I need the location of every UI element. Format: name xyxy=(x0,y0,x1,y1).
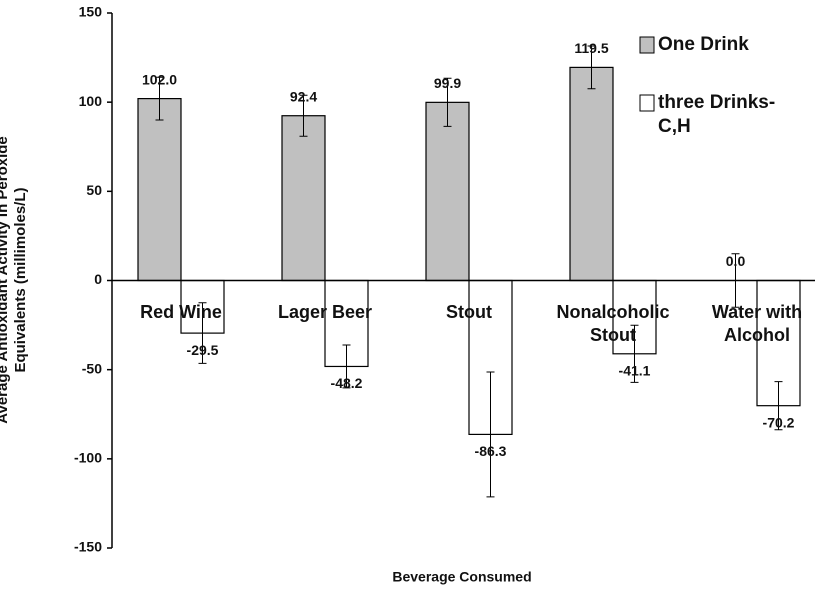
x-tick-label-box: Lager Beer xyxy=(277,301,373,322)
error-bar xyxy=(630,324,639,383)
error-bar xyxy=(774,381,783,431)
y-axis-title: Average Antioxidant Activity in Peroxide… xyxy=(0,136,29,424)
value-label: -70.2 xyxy=(763,414,795,430)
value-label: -48.2 xyxy=(331,375,363,391)
legend-label-box: One Drink xyxy=(658,34,749,55)
x-tick-label-box: Stout xyxy=(446,301,492,322)
error-bar xyxy=(486,371,495,498)
legend-swatch xyxy=(639,94,655,112)
x-axis-title: Beverage Consumed xyxy=(392,569,531,585)
error-bar xyxy=(198,302,207,364)
legend-label: three Drinks-C,H xyxy=(658,92,776,137)
y-tick-label: 150 xyxy=(79,4,103,20)
value-label: 99.9 xyxy=(434,75,461,91)
y-tick-label: 50 xyxy=(86,182,102,198)
error-bar xyxy=(299,94,308,137)
value-label: -41.1 xyxy=(619,362,651,378)
value-label: 102.0 xyxy=(142,71,177,87)
bar xyxy=(137,97,182,282)
x-tick-label: Stout xyxy=(446,301,492,322)
bar xyxy=(425,101,470,282)
x-tick-label-box: Water with Alcohol xyxy=(711,301,803,345)
x-tick-label: Nonalcoholic Stout xyxy=(556,301,670,345)
value-label: -29.5 xyxy=(187,342,219,358)
error-bar xyxy=(443,77,452,127)
y-tick-label: 0 xyxy=(94,271,102,287)
value-label: 0.0 xyxy=(726,253,746,269)
x-tick-label: Red Wine xyxy=(140,301,222,322)
x-tick-label-box: Nonalcoholic Stout xyxy=(556,301,670,345)
bar xyxy=(281,115,326,282)
y-tick-label: -50 xyxy=(82,360,102,376)
bar xyxy=(569,66,614,282)
value-label: 119.5 xyxy=(574,40,608,56)
error-bar xyxy=(155,76,164,121)
legend-swatch xyxy=(639,36,655,54)
y-tick-label: -150 xyxy=(74,539,102,555)
value-label: -86.3 xyxy=(475,443,507,459)
x-tick-label: Lager Beer xyxy=(277,301,373,322)
x-tick-label: Water with Alcohol xyxy=(711,301,803,345)
error-bar xyxy=(342,344,351,389)
x-tick-label-box: Red Wine xyxy=(140,301,222,322)
y-tick-label: 100 xyxy=(79,93,103,109)
legend-label: One Drink xyxy=(658,34,749,55)
legend-label-box: three Drinks-C,H xyxy=(658,92,776,137)
error-bar xyxy=(587,45,596,90)
value-label: 92.4 xyxy=(290,88,317,104)
y-tick-label: -100 xyxy=(74,450,102,466)
